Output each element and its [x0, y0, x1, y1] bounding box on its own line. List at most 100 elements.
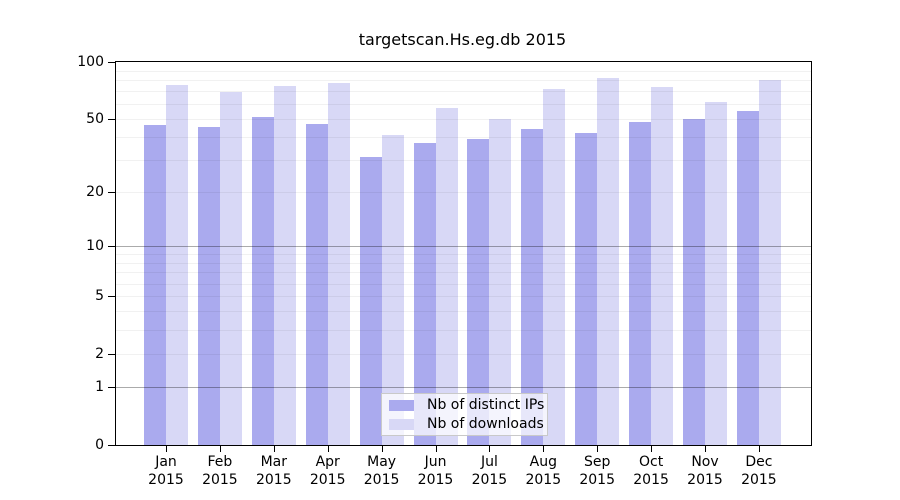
x-axis-tick: [651, 445, 653, 452]
year-label: 2015: [471, 472, 508, 488]
month-label: Nov: [691, 454, 719, 470]
legend: Nb of distinct IPs Nb of downloads: [381, 393, 548, 436]
bar-downloads-jan: [166, 84, 188, 445]
x-axis-tick: [166, 445, 167, 452]
x-axis-tick: [597, 445, 599, 452]
x-axis-tick-label: Oct 2015: [623, 453, 679, 489]
x-axis-tick: [219, 445, 221, 452]
y-axis-tick-label: 5: [95, 288, 104, 305]
legend-item-distinct-ips: Nb of distinct IPs: [389, 397, 547, 413]
x-axis-tick: [273, 445, 275, 452]
x-axis-tick-label: Jun 2015: [408, 453, 464, 489]
bar-downloads-may: [381, 134, 404, 445]
year-label: 2015: [148, 472, 184, 488]
gridline-major: [116, 246, 811, 247]
bar-distinct-ips-dec: [736, 110, 759, 445]
y-axis-tick-label: 2: [95, 345, 104, 362]
legend-swatch-downloads: [389, 418, 414, 430]
bar-distinct-ips-sep: [575, 132, 598, 445]
x-axis-tick-label: Jul 2015: [461, 453, 517, 489]
legend-item-downloads: Nb of downloads: [389, 416, 547, 432]
bar-downloads-apr: [327, 83, 350, 445]
bar-downloads-nov: [705, 102, 727, 445]
plot-area: Nb of distinct IPs Nb of downloads 0 1 2 5 1…: [77, 54, 812, 488]
y-axis-tick-label: 20: [86, 184, 104, 201]
y-axis-tick-label: 10: [86, 238, 104, 254]
month-label: Mar: [260, 454, 287, 470]
y-axis-tick-label: 0: [95, 437, 104, 453]
year-label: 2015: [309, 472, 346, 488]
y-axis-tick: [108, 118, 115, 120]
x-axis-tick: [381, 445, 383, 452]
year-label: 2015: [579, 472, 615, 488]
x-axis-tick: [705, 445, 706, 452]
bar-downloads-oct: [651, 86, 674, 445]
gridline-major: [116, 387, 811, 389]
bar-distinct-ips-feb: [197, 127, 220, 445]
y-axis-tick: [108, 387, 115, 389]
bar-distinct-ips-aug: [521, 129, 544, 445]
x-axis-tick-label: Mar 2015: [246, 453, 302, 489]
bar-distinct-ips-jul: [467, 138, 490, 445]
bar-distinct-ips-jan: [144, 125, 166, 445]
month-label: Aug: [529, 454, 557, 470]
x-axis-tick-label: Feb 2015: [192, 453, 248, 489]
bar-downloads-feb: [219, 92, 242, 445]
year-label: 2015: [741, 472, 777, 488]
gridline-minor: [116, 103, 811, 105]
x-axis-tick: [435, 445, 437, 452]
month-label: May: [367, 454, 397, 470]
x-axis-tick: [758, 445, 760, 452]
gridline-minor: [116, 136, 811, 138]
y-axis-tick-label: 100: [77, 54, 104, 70]
bar-distinct-ips-mar: [251, 117, 274, 445]
x-axis-tick-label: Aug 2015: [515, 453, 571, 489]
bar-distinct-ips-nov: [683, 118, 705, 445]
legend-swatch-distinct-ips: [389, 399, 414, 411]
bar-downloads-mar: [273, 85, 296, 445]
y-axis-tick-label: 1: [95, 379, 104, 396]
month-label: Oct: [638, 454, 664, 470]
month-label: Jan: [155, 454, 177, 470]
gridline-minor: [116, 118, 811, 120]
year-label: 2015: [255, 472, 292, 488]
bar-distinct-ips-may: [359, 157, 382, 445]
x-axis-tick-label: Sep 2015: [569, 453, 625, 489]
year-label: 2015: [633, 472, 669, 488]
y-axis-tick: [108, 296, 115, 298]
x-axis-tick-label: Dec 2015: [731, 453, 787, 489]
bar-downloads-jul: [489, 118, 512, 445]
bar-downloads-aug: [543, 88, 566, 445]
x-axis-tick: [489, 445, 491, 452]
bar-distinct-ips-jun: [413, 143, 436, 445]
gridline-minor: [116, 296, 811, 298]
gridline-minor: [116, 160, 811, 162]
bar-distinct-ips-oct: [629, 122, 652, 445]
gridline-minor: [116, 91, 811, 93]
x-axis-tick-label: Apr 2015: [300, 453, 356, 489]
year-label: 2015: [202, 472, 238, 488]
month-label: Apr: [315, 454, 340, 470]
year-label: 2015: [417, 472, 454, 488]
bar-downloads-dec: [758, 80, 781, 445]
gridline-minor: [116, 311, 811, 313]
gridline-minor: [116, 253, 811, 255]
month-label: Jul: [480, 454, 498, 470]
gridline-minor: [116, 70, 811, 72]
month-label: Dec: [745, 454, 773, 470]
y-axis-tick: [108, 353, 115, 355]
x-axis-tick: [327, 445, 329, 452]
y-axis-tick-label: 50: [86, 110, 104, 127]
bar-downloads-jun: [435, 108, 458, 445]
bar-distinct-ips-apr: [305, 123, 328, 445]
gridline-minor: [116, 283, 811, 285]
month-label: Sep: [583, 454, 611, 470]
year-label: 2015: [363, 472, 400, 488]
gridline-minor: [116, 353, 811, 355]
legend-label-distinct-ips: Nb of distinct IPs: [427, 397, 545, 413]
gridline-minor: [116, 329, 811, 331]
y-axis-tick: [108, 445, 115, 446]
gridline-minor: [116, 262, 811, 264]
month-label: Feb: [207, 454, 233, 470]
